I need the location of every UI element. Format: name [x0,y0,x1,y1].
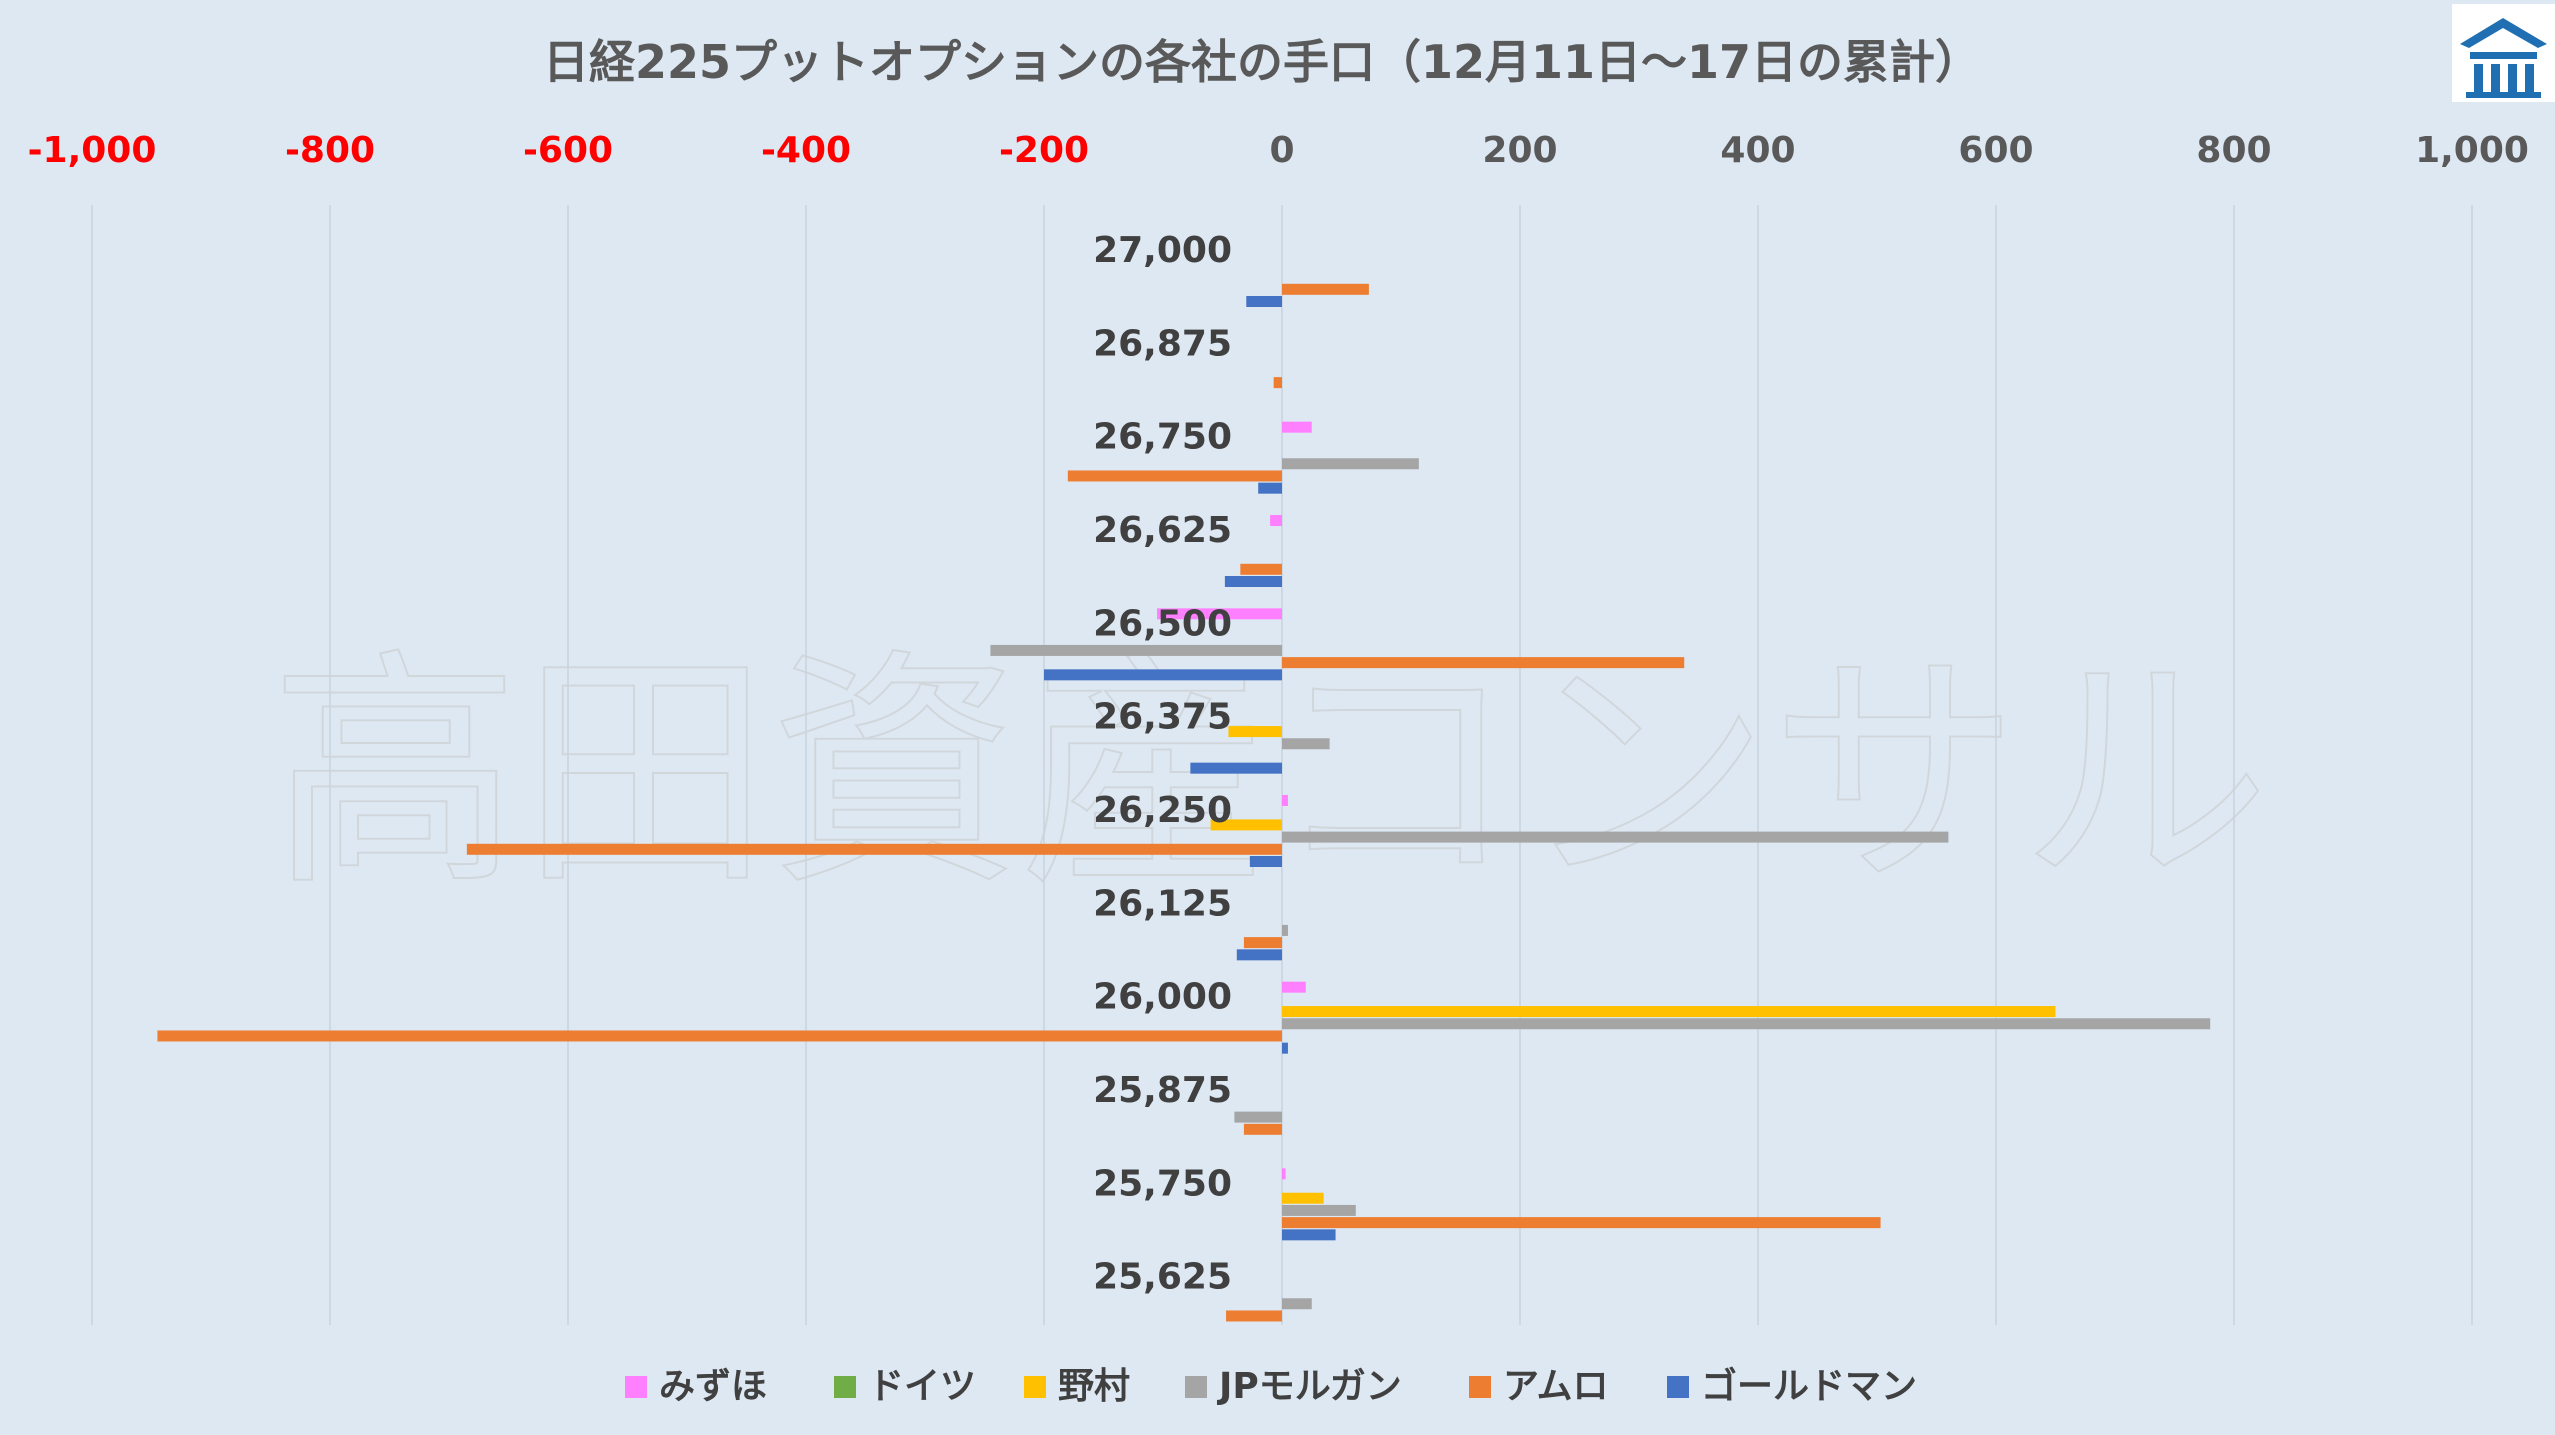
x-tick-label: 0 [1269,130,1294,171]
bar-アムロ-26,125 [1243,937,1282,949]
bar-みずほ-26,750 [1282,421,1312,433]
x-tick-label: 1,000 [2415,130,2529,171]
bar-野村-26,000 [1282,1006,2056,1018]
bar-みずほ-26,250 [1282,795,1288,806]
bar-みずほ-26,500 [1157,608,1282,620]
bar-JPモルガン-26,500 [990,644,1282,656]
category-label: 26,625 [1093,510,1232,551]
legend-swatch [1667,1376,1689,1398]
category-label: 26,250 [1093,790,1232,831]
category-label: 26,500 [1093,603,1232,644]
x-tick-label: 400 [1720,130,1795,171]
bar-JPモルガン-26,250 [1282,831,1949,843]
bar-アムロ-26,750 [1067,470,1282,482]
bar-JPモルガン-26,750 [1282,458,1419,470]
bar-みずほ-25,750 [1282,1168,1286,1180]
category-label: 25,875 [1093,1070,1232,1111]
bar-アムロ-26,875 [1273,377,1282,389]
category-label: 27,000 [1093,230,1232,271]
category-label: 25,625 [1093,1257,1232,1298]
bars [157,283,2211,1322]
x-tick-label: -800 [285,130,375,171]
legend-label: アムロ [1503,1366,1608,1407]
bar-ゴールドマン-25,750 [1282,1229,1336,1241]
bar-みずほ-26,000 [1282,981,1306,993]
legend-label: みずほ [659,1366,767,1407]
bar-アムロ-25,625 [1226,1310,1282,1322]
bar-ゴールドマン-26,000 [1282,1042,1288,1054]
legend-swatch [1024,1376,1046,1398]
legend-label: 野村 [1058,1366,1130,1407]
legend-label: ゴールドマン [1701,1365,1917,1407]
bar-アムロ-26,250 [466,843,1283,855]
legend-swatch [1469,1376,1491,1398]
x-axis-ticks: -1,000 -800 -600 -400 -200 0 200 400 600 800 1,000 [28,130,2529,171]
category-label: 26,000 [1093,977,1232,1018]
legend-swatch [1185,1376,1207,1398]
legend-item: ゴールドマン [1667,1365,1917,1407]
legend-item: 野村 [1024,1366,1130,1407]
company-logo-icon [2452,4,2555,102]
bar-アムロ-26,000 [157,1030,1283,1042]
bar-JPモルガン-26,375 [1282,738,1330,750]
category-labels: 27,000 26,875 26,750 26,625 26,500 26,375 26,2… [1093,230,1232,1298]
legend: みずほ ドイツ 野村 JPモルガン アムロ ゴールドマン [625,1365,1917,1407]
bar-ゴールドマン-26,500 [1044,669,1282,681]
legend-label: ドイツ [868,1366,976,1407]
bar-野村-26,375 [1228,726,1282,738]
bar-ゴールドマン-26,625 [1224,576,1282,587]
x-tick-label: -400 [761,130,851,171]
x-tick-label: -600 [523,130,613,171]
bar-JPモルガン-25,875 [1234,1111,1282,1123]
legend-swatch [834,1376,856,1398]
chart-title: 日経225プットオプションの各社の手口（12月11日～17日の累計） [543,35,1981,89]
category-label: 25,750 [1093,1163,1232,1204]
x-tick-label: -1,000 [28,130,157,171]
bar-ゴールドマン-26,750 [1258,482,1282,494]
x-tick-label: 200 [1482,130,1557,171]
x-tick-label: 600 [1958,130,2033,171]
legend-item: JPモルガン [1185,1366,1402,1407]
bar-JPモルガン-25,625 [1282,1298,1312,1310]
category-label: 26,375 [1093,697,1232,738]
legend-label: JPモルガン [1216,1366,1402,1407]
gridlines [91,205,2473,1325]
category-label: 26,125 [1093,883,1232,924]
bar-野村-26,250 [1210,819,1282,831]
legend-item: アムロ [1469,1366,1608,1407]
x-tick-label: -200 [999,130,1089,171]
legend-item: ドイツ [834,1366,976,1407]
x-tick-label: 800 [2196,130,2271,171]
legend-swatch [625,1376,647,1398]
bar-アムロ-25,750 [1282,1217,1881,1229]
bar-ゴールドマン-26,125 [1236,949,1282,961]
bar-野村-25,750 [1282,1192,1324,1204]
category-label: 26,750 [1093,417,1232,458]
bar-アムロ-26,625 [1240,563,1282,575]
bar-JPモルガン-25,750 [1282,1204,1356,1216]
bar-ゴールドマン-26,250 [1249,856,1282,867]
bar-JPモルガン-26,125 [1282,924,1288,936]
bar-アムロ-25,875 [1243,1123,1282,1135]
legend-item: みずほ [625,1366,767,1407]
bar-ゴールドマン-27,000 [1246,296,1282,307]
bar-アムロ-27,000 [1282,283,1369,295]
bar-アムロ-26,500 [1282,657,1685,669]
category-label: 26,875 [1093,323,1232,364]
bar-ゴールドマン-26,375 [1190,762,1282,774]
bar-みずほ-26,625 [1270,515,1282,526]
bar-JPモルガン-26,000 [1282,1018,2211,1030]
